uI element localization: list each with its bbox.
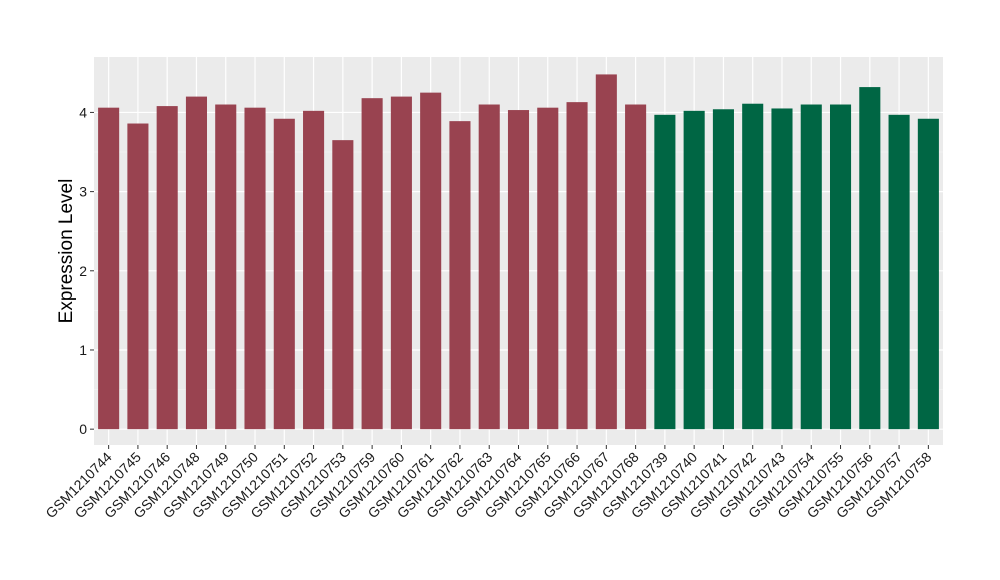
bar-GSM1210759 bbox=[361, 98, 383, 430]
bar-GSM1210766 bbox=[566, 102, 588, 430]
y-tick-label: 4 bbox=[79, 104, 87, 120]
y-tick-label: 0 bbox=[79, 421, 87, 437]
y-axis-title: Expression Level bbox=[56, 179, 77, 324]
bars bbox=[98, 74, 939, 430]
bar-GSM1210758 bbox=[917, 118, 939, 430]
bar-GSM1210746 bbox=[156, 106, 178, 430]
bar-GSM1210763 bbox=[478, 104, 500, 430]
y-tick-label: 3 bbox=[79, 184, 87, 200]
bar-GSM1210750 bbox=[244, 107, 266, 430]
bar-GSM1210753 bbox=[332, 140, 354, 430]
bar-GSM1210762 bbox=[449, 121, 471, 430]
bar-GSM1210740 bbox=[683, 110, 705, 430]
bar-GSM1210744 bbox=[98, 107, 120, 430]
bar-GSM1210739 bbox=[654, 114, 676, 430]
x-axis: GSM1210744GSM1210745GSM1210746GSM1210748… bbox=[42, 445, 935, 521]
bar-GSM1210752 bbox=[303, 110, 325, 430]
y-axis: 0 1 2 3 4 bbox=[79, 104, 94, 437]
bar-GSM1210754 bbox=[800, 104, 822, 430]
y-tick-label: 2 bbox=[79, 263, 87, 279]
bar-GSM1210751 bbox=[273, 118, 295, 430]
bar-GSM1210749 bbox=[215, 104, 237, 430]
bar-GSM1210756 bbox=[859, 87, 881, 430]
bar-GSM1210768 bbox=[625, 104, 647, 430]
bar-GSM1210764 bbox=[507, 110, 530, 430]
y-tick-label: 1 bbox=[79, 342, 87, 358]
bar-GSM1210760 bbox=[390, 96, 412, 430]
bar-GSM1210767 bbox=[595, 74, 617, 430]
bar-GSM1210743 bbox=[771, 108, 793, 430]
bar-GSM1210741 bbox=[712, 109, 734, 430]
bar-GSM1210761 bbox=[420, 92, 442, 430]
bar-GSM1210765 bbox=[537, 107, 559, 430]
bar-GSM1210745 bbox=[127, 123, 149, 430]
bar-GSM1210742 bbox=[742, 103, 764, 430]
bar-GSM1210755 bbox=[829, 104, 852, 430]
bar-GSM1210757 bbox=[888, 114, 910, 430]
bar-GSM1210748 bbox=[185, 96, 208, 430]
